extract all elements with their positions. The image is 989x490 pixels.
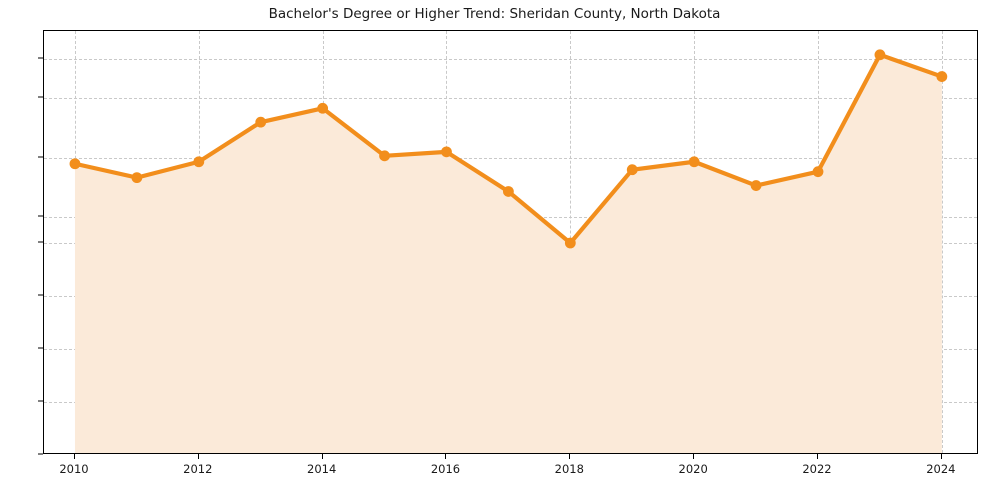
area-fill <box>74 54 942 453</box>
x-axis-tick-mark <box>197 454 199 459</box>
data-point-marker <box>441 146 452 158</box>
gridline-vertical <box>941 31 943 453</box>
x-axis-tick-mark <box>940 454 942 459</box>
data-point-marker <box>379 150 390 162</box>
x-axis-tick-mark <box>73 454 75 459</box>
data-point-marker <box>626 164 638 176</box>
data-point-marker <box>131 172 143 184</box>
y-axis-tick-mark <box>38 241 43 243</box>
y-axis-tick-mark <box>38 215 43 217</box>
x-axis-tick-label: 2022 <box>802 462 832 476</box>
data-point-marker <box>503 186 514 197</box>
y-axis-tick-mark <box>38 57 43 59</box>
gridline-horizontal <box>44 58 977 60</box>
data-point-marker <box>193 156 205 168</box>
plot-inner <box>44 31 977 453</box>
x-axis-tick-mark <box>817 454 818 459</box>
gridline-horizontal <box>44 157 977 159</box>
plot-area <box>43 30 978 454</box>
x-axis-tick-label: 2018 <box>554 462 584 476</box>
x-axis-tick-label: 2012 <box>183 462 213 476</box>
y-axis-tick-mark <box>38 294 43 296</box>
x-axis-tick-mark <box>569 454 571 459</box>
y-axis-tick-mark <box>38 453 43 455</box>
x-axis-tick-mark <box>445 454 447 459</box>
x-axis-tick-mark <box>693 454 695 459</box>
data-point-marker <box>812 166 824 178</box>
x-axis-tick-label: 2016 <box>430 462 461 476</box>
data-point-marker <box>874 49 886 61</box>
data-point-marker <box>317 102 329 114</box>
x-axis-tick-label: 2014 <box>307 462 337 476</box>
x-axis-tick-label: 2020 <box>678 462 708 476</box>
data-series <box>69 49 948 453</box>
data-point-marker <box>688 156 700 168</box>
data-point-marker <box>750 180 762 191</box>
chart-title: Bachelor's Degree or Higher Trend: Sheri… <box>268 6 721 22</box>
x-axis-tick-label: 2010 <box>59 462 89 476</box>
data-point-marker <box>69 158 81 170</box>
x-axis-tick-label: 2024 <box>926 462 956 476</box>
y-axis-tick-mark <box>38 400 43 402</box>
data-point-marker <box>255 116 267 128</box>
gridline-horizontal <box>44 98 977 100</box>
data-point-marker <box>564 237 576 249</box>
x-axis-tick-mark <box>321 454 323 459</box>
y-axis-tick-mark <box>38 96 43 98</box>
data-point-marker <box>936 71 948 82</box>
y-axis-tick-mark <box>38 347 43 349</box>
y-axis-tick-mark <box>38 156 43 158</box>
